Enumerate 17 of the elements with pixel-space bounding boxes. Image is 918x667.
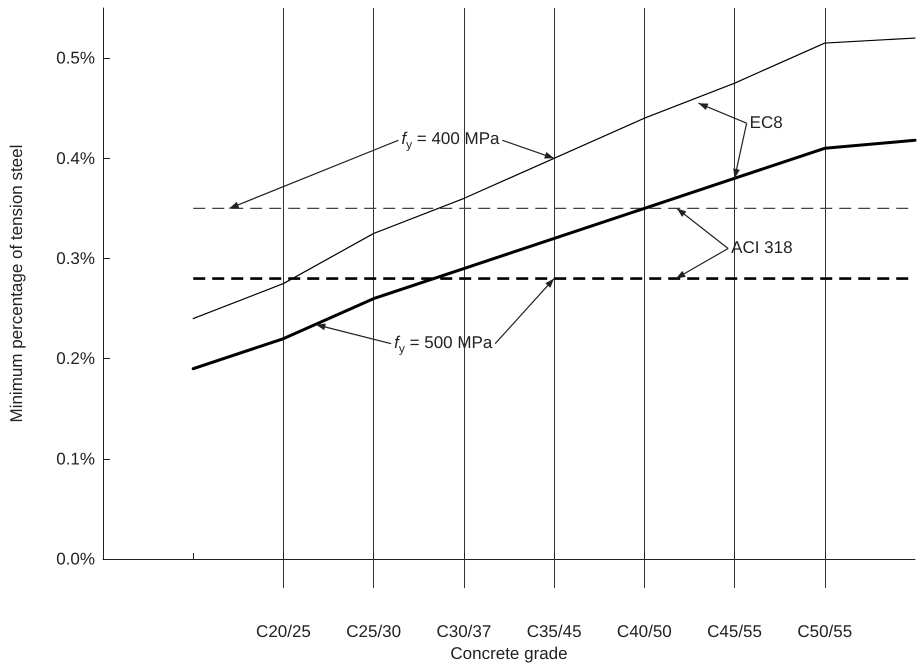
x-tick-label: C30/37 — [436, 622, 492, 642]
y-tick-label: 0.3% — [56, 249, 95, 268]
y-axis-title: Minimum percentage of tension steel — [7, 144, 26, 422]
y-tick-label: 0.4% — [56, 148, 95, 168]
y-tick-label: 0.2% — [56, 349, 95, 368]
x-tick-label: C20/25 — [256, 622, 311, 642]
y-tick-label: 0.5% — [56, 48, 95, 68]
x-axis-title: Concrete grade — [450, 644, 568, 663]
annotation: EC8 — [750, 113, 783, 134]
x-tick-label: C40/50 — [616, 622, 672, 642]
y-tick-label: 0.1% — [56, 449, 95, 468]
x-tick-label: C25/30 — [346, 622, 402, 642]
x-tick-label: C45/55 — [707, 622, 762, 642]
annotation: f$_{y}$ = 400 MPa — [401, 129, 500, 152]
x-tick-label: C50/55 — [797, 622, 852, 642]
y-tick-label: 0.0% — [56, 550, 95, 569]
x-tick-label: C35/45 — [526, 622, 582, 642]
